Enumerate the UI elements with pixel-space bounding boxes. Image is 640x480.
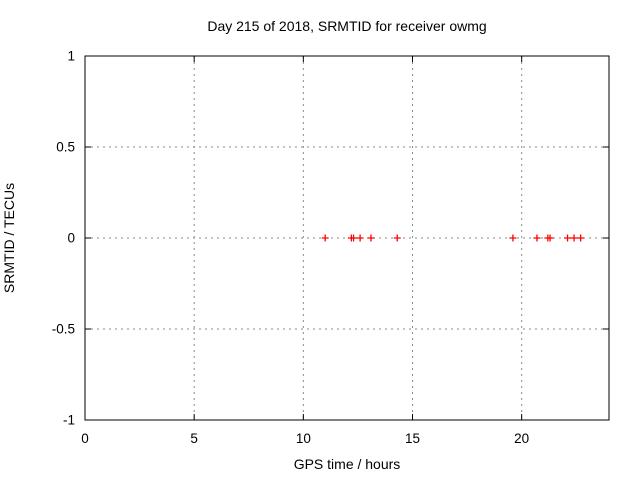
gridlines-layer (85, 56, 609, 420)
y-axis-label: SRMTID / TECUs (1, 183, 17, 293)
x-tick-label: 10 (296, 431, 311, 446)
data-point-plus-marker (321, 234, 329, 242)
x-tick-label: 15 (405, 431, 420, 446)
data-points-layer (321, 234, 585, 242)
data-point-plus-marker (570, 234, 578, 242)
y-tick-label: 0 (67, 231, 75, 246)
data-point-plus-marker (577, 234, 585, 242)
data-point-plus-marker (356, 234, 364, 242)
data-point-plus-marker (393, 234, 401, 242)
x-tick-label: 20 (514, 431, 529, 446)
data-point-plus-marker (367, 234, 375, 242)
data-point-plus-marker (509, 234, 517, 242)
x-tick-label: 0 (81, 431, 89, 446)
plot-area-border (84, 55, 610, 421)
data-point-plus-marker (533, 234, 541, 242)
y-tick-labels: 1 0.5 0 -0.5 -1 (52, 49, 75, 428)
x-axis-label: GPS time / hours (294, 456, 401, 472)
y-tick-label: 0.5 (56, 140, 75, 155)
y-tick-label: -0.5 (52, 322, 75, 337)
chart-title: Day 215 of 2018, SRMTID for receiver owm… (207, 18, 486, 34)
data-point-plus-marker (546, 234, 554, 242)
x-tick-labels: 0 5 10 15 20 (81, 431, 529, 446)
data-point-plus-marker (564, 234, 572, 242)
data-point-plus-marker (350, 234, 358, 242)
y-tick-label: 1 (67, 49, 75, 64)
y-tick-label: -1 (63, 413, 75, 428)
x-tick-label: 5 (190, 431, 198, 446)
